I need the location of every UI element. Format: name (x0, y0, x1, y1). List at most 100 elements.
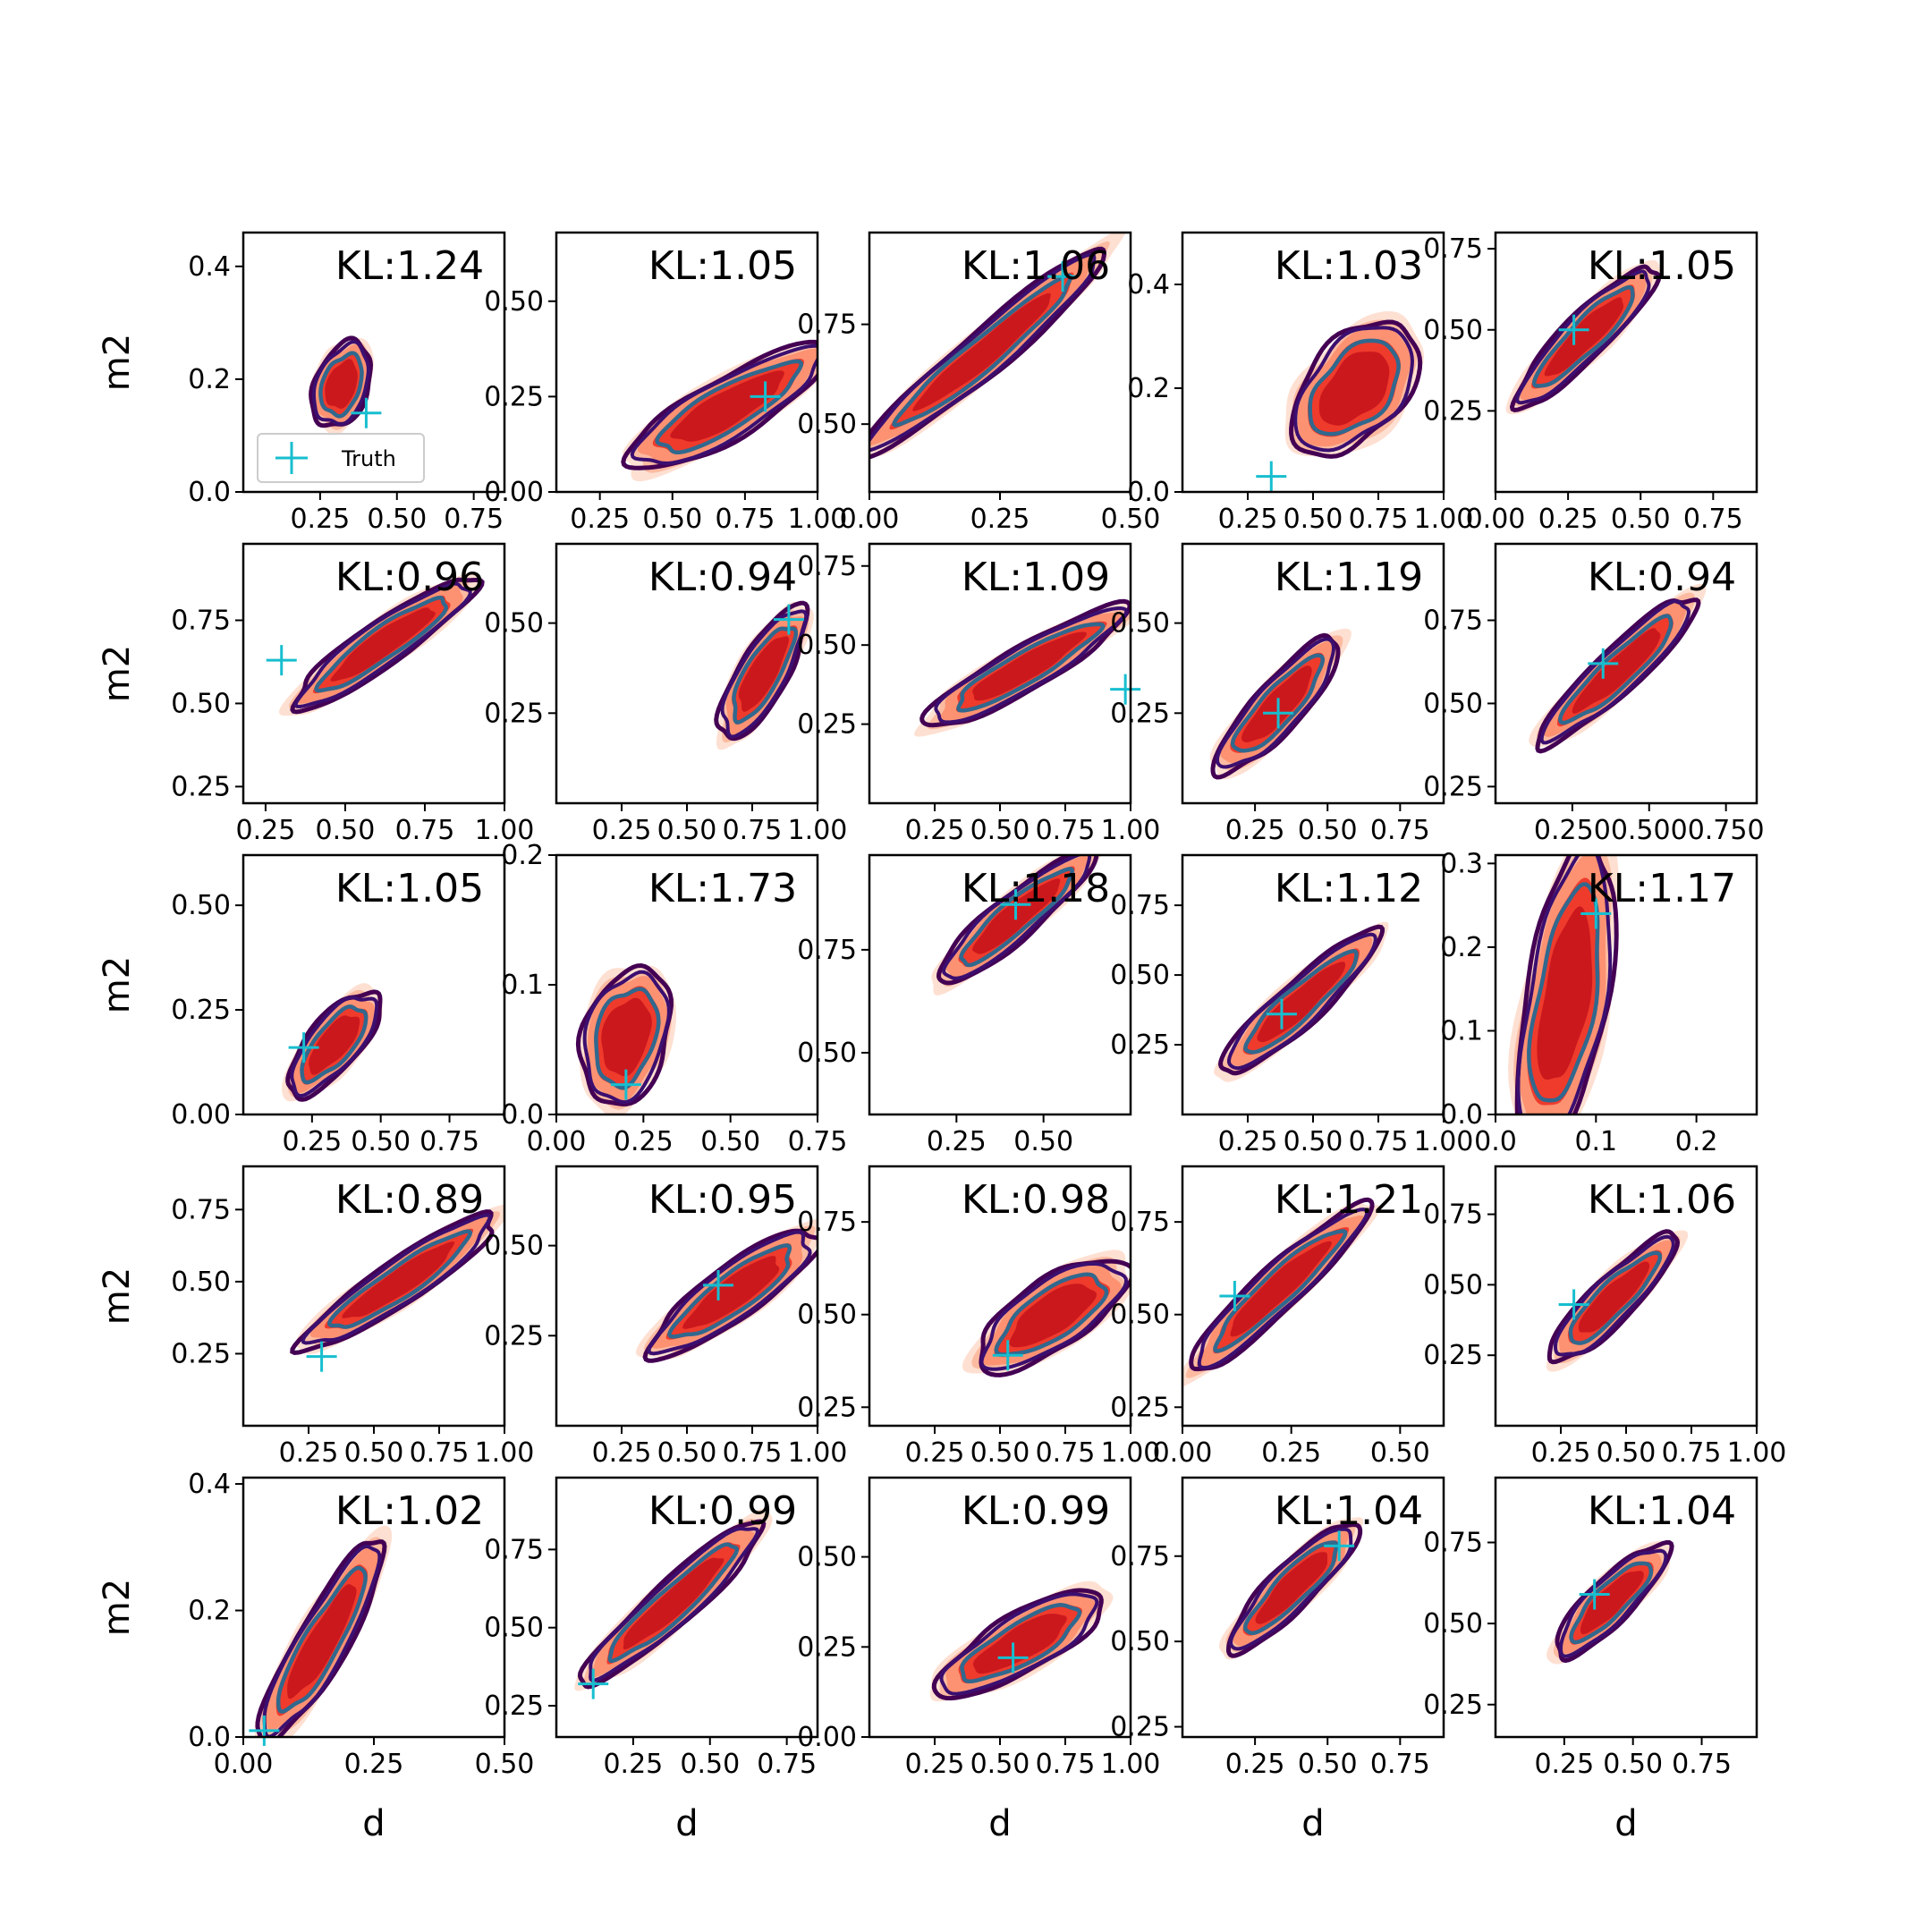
density-fill-level-5 (1544, 297, 1623, 377)
x-tick-label: 0.50 (1284, 1126, 1343, 1157)
kl-label: KL:0.99 (648, 1488, 797, 1534)
contour-outer (621, 339, 818, 470)
density-fill-level-5 (1537, 906, 1593, 1080)
y-tick-label: 0.75 (1423, 233, 1483, 265)
truth-marker (266, 645, 297, 676)
y-tick-label: 0.75 (797, 309, 857, 341)
y-tick-label: 0.75 (171, 1194, 231, 1225)
subplot-14: 0.25 0.50 0.75 1.000.250.500.75 KL:1.12 (1110, 853, 1473, 1157)
y-tick-label: 0.75 (1110, 1541, 1170, 1572)
y-tick-label: 0.25 (1110, 1030, 1170, 1061)
density-fill-level-5 (1318, 352, 1390, 426)
subplot-22: 0.25 0.50 0.75 0.25 0.50 0.75 KL:0.99 d (484, 1476, 819, 1844)
axes-frame (868, 853, 1132, 1116)
y-tick-label: 0.25 (171, 771, 231, 802)
y-axis-label: m2 (97, 334, 138, 391)
x-tick-label: 1.00 (788, 504, 848, 535)
contour-mid (1553, 1234, 1675, 1357)
density-fill-level-5 (601, 997, 652, 1077)
contour-body (1214, 921, 1389, 1082)
contour-inner (1569, 1561, 1654, 1645)
y-tick-label: 0.50 (484, 608, 544, 640)
truth-marker (1047, 261, 1079, 292)
kl-label: KL:1.19 (1275, 555, 1423, 600)
x-tick-label: 0.250 (1534, 815, 1611, 846)
contour-inner (314, 595, 449, 693)
x-tick-label: 0.75 (715, 504, 775, 535)
kl-label: KL:0.96 (335, 555, 484, 600)
y-tick-label: 0.25 (1110, 698, 1170, 729)
contour-body (574, 1508, 773, 1691)
contour-body (913, 598, 1131, 737)
x-tick-label: 0.2 (1675, 1126, 1718, 1157)
x-tick-label: 0.75 (1662, 1437, 1722, 1469)
x-tick-label: 0.50 (1298, 1749, 1358, 1780)
y-tick-label: 0.2 (188, 364, 231, 395)
subplot-8: 0.25 0.50 0.75 1.000.250.500.75 KL:1.09 (797, 542, 1160, 846)
contour-inner (327, 1229, 473, 1329)
kl-label: KL:0.99 (962, 1488, 1110, 1534)
y-tick-label: 0.00 (171, 1099, 231, 1131)
x-tick-label: 0.00 (1153, 1437, 1213, 1469)
y-tick-label: 0.25 (797, 1392, 857, 1423)
x-tick-label: 1.00 (788, 1437, 848, 1469)
contour-mid (869, 252, 1097, 453)
x-tick-label: 0.25 (603, 1749, 663, 1780)
x-tick-label: 0.50 (657, 815, 717, 846)
subplot-18: 0.25 0.50 0.75 1.000.250.500.75 KL:0.98 (797, 1165, 1160, 1469)
density-fill-level-5 (682, 1256, 780, 1329)
y-tick-label: 0.50 (1110, 960, 1170, 991)
contour-inner (960, 1603, 1082, 1684)
x-axis-label: d (675, 1803, 698, 1844)
contour-body (1546, 1229, 1689, 1372)
contour-body (1508, 855, 1619, 1114)
density-fill-level-5 (1257, 962, 1346, 1043)
y-tick-label: 0.50 (171, 1267, 231, 1298)
contour-inner (1230, 653, 1326, 753)
x-tick-label: 0.50 (351, 1126, 411, 1157)
subplot-3: 0.00 0.25 0.50 0.50 0.75 KL:1.06 (797, 231, 1161, 535)
truth-marker (1219, 1281, 1250, 1311)
y-tick-label: 0.25 (1110, 1392, 1170, 1423)
contour-inner (1527, 882, 1600, 1103)
x-axis-label: d (988, 1803, 1011, 1844)
subplot-19: 0.00 0.25 0.50 0.25 0.50 0.75 KL:1.21 (1110, 1165, 1445, 1469)
legend: Truth (257, 433, 425, 483)
contour-mid (1293, 326, 1415, 453)
x-tick-label: 0.50 (475, 1749, 535, 1780)
truth-marker (249, 1715, 280, 1746)
contour-outer (1217, 924, 1385, 1076)
y-tick-label: 0.50 (797, 1300, 857, 1331)
contour-inner (732, 626, 799, 724)
contour-inner (956, 622, 1106, 713)
subplot-21: 0.00 0.25 0.50 0.0 0.2 0.4 KL:1.02 m2 d (97, 1469, 534, 1844)
contour-body (621, 339, 818, 481)
x-tick-label: 0.25 (1261, 1437, 1321, 1469)
subplot-6: 0.25 0.50 0.75 1.00 0.25 0.50 0.75 KL:0.96 m2 (97, 542, 535, 846)
contour-outer (290, 1209, 495, 1355)
truth-marker (773, 604, 804, 635)
x-tick-label: 0.25 (1531, 1437, 1591, 1469)
density-fill-level-5 (287, 1584, 357, 1699)
truth-marker (997, 1642, 1029, 1674)
contour-inner (275, 1565, 368, 1714)
x-tick-label: 1.00 (1414, 504, 1474, 535)
y-tick-label: 0.25 (1423, 771, 1483, 802)
y-tick-label: 0.25 (1423, 1340, 1483, 1371)
x-tick-label: 0.75 (1036, 815, 1096, 846)
contour-body (1546, 1540, 1674, 1665)
density-fill-level-5 (309, 1015, 360, 1075)
axes-frame (242, 231, 506, 494)
y-tick-label: 0.50 (797, 409, 857, 440)
x-tick-label: 0.50 (1611, 504, 1671, 535)
contour-outer (1289, 319, 1423, 459)
x-tick-label: 0.75 (723, 1437, 783, 1469)
x-tick-label: 0.50 (1101, 504, 1161, 535)
x-tick-label: 0.75 (1036, 1437, 1096, 1469)
x-tick-label: 0.25 (236, 815, 296, 846)
contour-mid (941, 855, 1092, 980)
x-tick-label: 1.00 (475, 815, 535, 846)
x-axis-label: d (1301, 1803, 1324, 1844)
y-tick-label: 0.50 (797, 1542, 857, 1573)
